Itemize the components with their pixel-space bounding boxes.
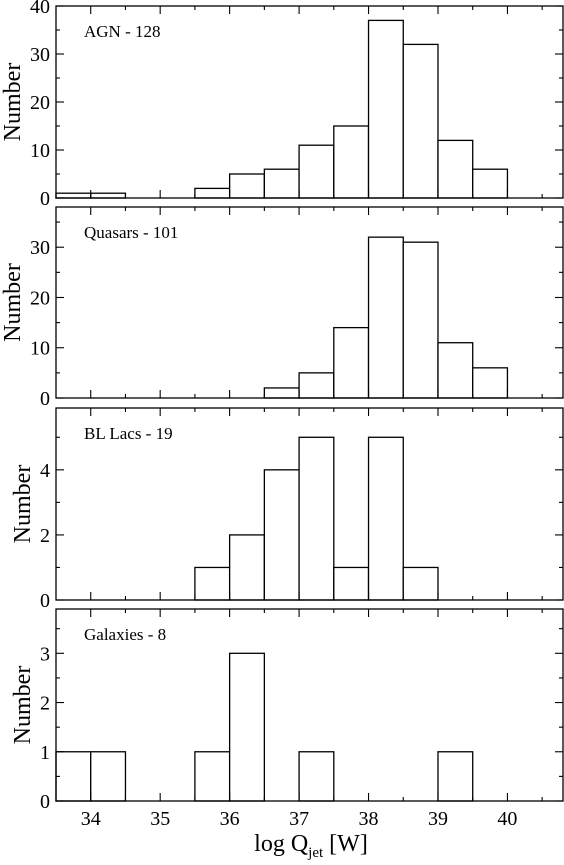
panel-annotation: Quasars - 101 (84, 223, 178, 242)
x-axis-label-main: log Q (254, 831, 308, 857)
panel-1: 0 10 20 30 40 AGN - 128 Number (0, 0, 564, 210)
histogram-bar (367, 19, 404, 199)
x-tick-label: 38 (359, 808, 379, 830)
histogram-bar (367, 436, 404, 601)
histogram-bar (55, 751, 92, 802)
panel-frame (55, 206, 564, 399)
y-tick-label: 40 (30, 0, 50, 18)
histogram-bar (228, 652, 266, 802)
histogram-bar (472, 168, 509, 199)
y-tick-label: 20 (30, 92, 50, 114)
y-tick-label: 0 (40, 590, 50, 612)
y-axis-label: Number (10, 465, 36, 544)
histogram-bar (298, 751, 335, 802)
y-tick-label: 0 (40, 388, 50, 410)
y-tick-label: 20 (30, 288, 50, 310)
histogram-bar (228, 173, 266, 199)
y-tick-label: 10 (30, 338, 50, 360)
histogram-bar (402, 566, 439, 601)
histogram-bar (298, 436, 335, 601)
x-axis-label: log Qjet [W] (254, 831, 368, 861)
histogram-bar (402, 43, 439, 199)
y-tick-label: 0 (40, 791, 50, 813)
panel-frame (55, 407, 564, 601)
y-tick-label: 2 (40, 525, 50, 547)
x-tick-label: 36 (220, 808, 240, 830)
histogram-bar (228, 534, 266, 601)
panel-annotation: BL Lacs - 19 (84, 424, 173, 443)
histogram-bar (90, 192, 127, 199)
y-tick-label: 4 (40, 460, 50, 482)
histogram-bar (263, 387, 300, 399)
histogram-bar (437, 342, 474, 399)
panel-annotation: AGN - 128 (84, 22, 161, 41)
x-axis-label-unit: [W] (323, 831, 368, 857)
histogram-bar (367, 236, 404, 399)
panel-frame (55, 608, 564, 802)
y-axis-label: Number (10, 666, 36, 745)
histogram-bar (263, 168, 300, 199)
histogram-bar (402, 241, 439, 399)
x-tick-label: 40 (497, 808, 517, 830)
histogram-bar (194, 566, 231, 601)
y-tick-label: 10 (30, 140, 50, 162)
y-tick-label: 3 (40, 643, 50, 665)
histogram-bar (263, 469, 300, 601)
y-tick-label: 0 (40, 188, 50, 210)
y-tick-label: 2 (40, 693, 50, 715)
histogram-bar (333, 566, 370, 601)
histogram-bar (472, 367, 509, 399)
histogram-bar (333, 326, 370, 399)
y-tick-label: 30 (30, 237, 50, 259)
panel-frame (55, 5, 564, 199)
y-axis-label: Number (0, 263, 26, 342)
panel-3: 0 2 4 BL Lacs - 19 Number (10, 407, 564, 612)
panel-2: 0 10 20 30 Quasars - 101 Number (0, 206, 564, 410)
histogram-bar (90, 751, 127, 802)
histogram-bar (333, 125, 370, 199)
histogram-bar (55, 192, 92, 199)
panel-annotation: Galaxies - 8 (84, 625, 166, 644)
histogram-bar (437, 751, 474, 802)
x-tick-label: 37 (289, 808, 309, 830)
histogram-bar (437, 139, 474, 199)
x-axis-label-subscript: jet (307, 845, 324, 861)
histogram-bar (298, 372, 335, 399)
x-tick-label: 39 (428, 808, 448, 830)
y-tick-label: 30 (30, 44, 50, 66)
histogram-bar (194, 187, 231, 199)
x-tick-label: 34 (81, 808, 101, 830)
panel-4: 0 1 2 3 34 35 36 37 38 39 40 Galaxies - 8 Number (10, 608, 564, 830)
histogram-bar (194, 751, 231, 802)
histogram-bar (298, 144, 335, 199)
y-tick-label: 1 (40, 742, 50, 764)
x-tick-label: 35 (150, 808, 170, 830)
y-axis-label: Number (0, 63, 26, 142)
